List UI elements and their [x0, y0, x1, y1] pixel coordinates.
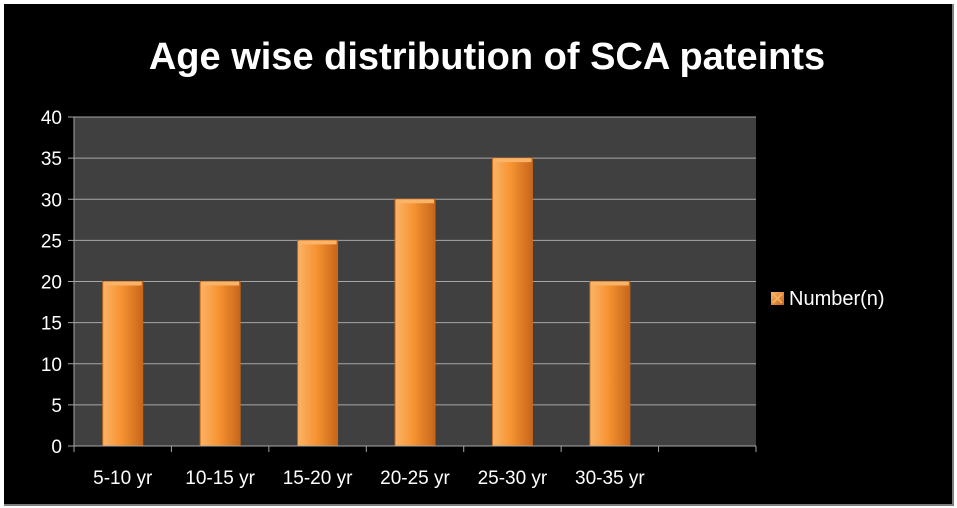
axes [73, 117, 757, 452]
bar-chart: Age wise distribution of SCA pateints 0 5… [41, 36, 885, 489]
x-tick-label: 5-10 yr [93, 468, 153, 489]
bar [297, 239, 339, 447]
x-tick-label: 30-35 yr [575, 468, 645, 489]
chart-frame: Age wise distribution of SCA pateints 0 5… [4, 4, 954, 506]
x-tick-label: 25-30 yr [478, 468, 548, 489]
legend-swatch-mark [772, 293, 783, 304]
y-tick-label: 15 [41, 314, 62, 335]
bar [102, 281, 144, 447]
y-tick-label: 30 [41, 190, 62, 211]
y-tick-label: 35 [41, 149, 62, 170]
legend: Number(n) [771, 288, 885, 310]
bar-top-highlight [590, 281, 629, 286]
chart-title: Age wise distribution of SCA pateints [149, 36, 825, 78]
y-tick-label: 20 [41, 273, 62, 294]
y-tick-labels: 0 5 10 15 20 25 30 35 40 [41, 108, 62, 458]
x-tick-labels: 5-10 yr 10-15 yr 15-20 yr 20-25 yr 25-30 yr 3… [93, 468, 645, 489]
y-tick-label: 5 [51, 396, 62, 417]
x-tick-label: 15-20 yr [283, 468, 353, 489]
x-tick-label: 10-15 yr [185, 468, 255, 489]
bar-top-highlight [201, 281, 240, 286]
y-tick-label: 10 [41, 355, 62, 376]
y-tick-label: 0 [51, 437, 62, 458]
bar-top-highlight [298, 240, 337, 245]
bar [199, 281, 241, 447]
x-tick-label: 20-25 yr [380, 468, 450, 489]
bar [589, 281, 631, 447]
bar-top-highlight [396, 199, 434, 204]
bar [491, 157, 533, 447]
y-tick-label: 25 [41, 231, 62, 252]
bar-top-highlight [103, 281, 142, 286]
legend-label: Number(n) [789, 288, 885, 310]
bars [102, 157, 631, 447]
bar [394, 198, 436, 447]
bar-top-highlight [493, 158, 532, 163]
y-tick-label: 40 [41, 108, 62, 129]
